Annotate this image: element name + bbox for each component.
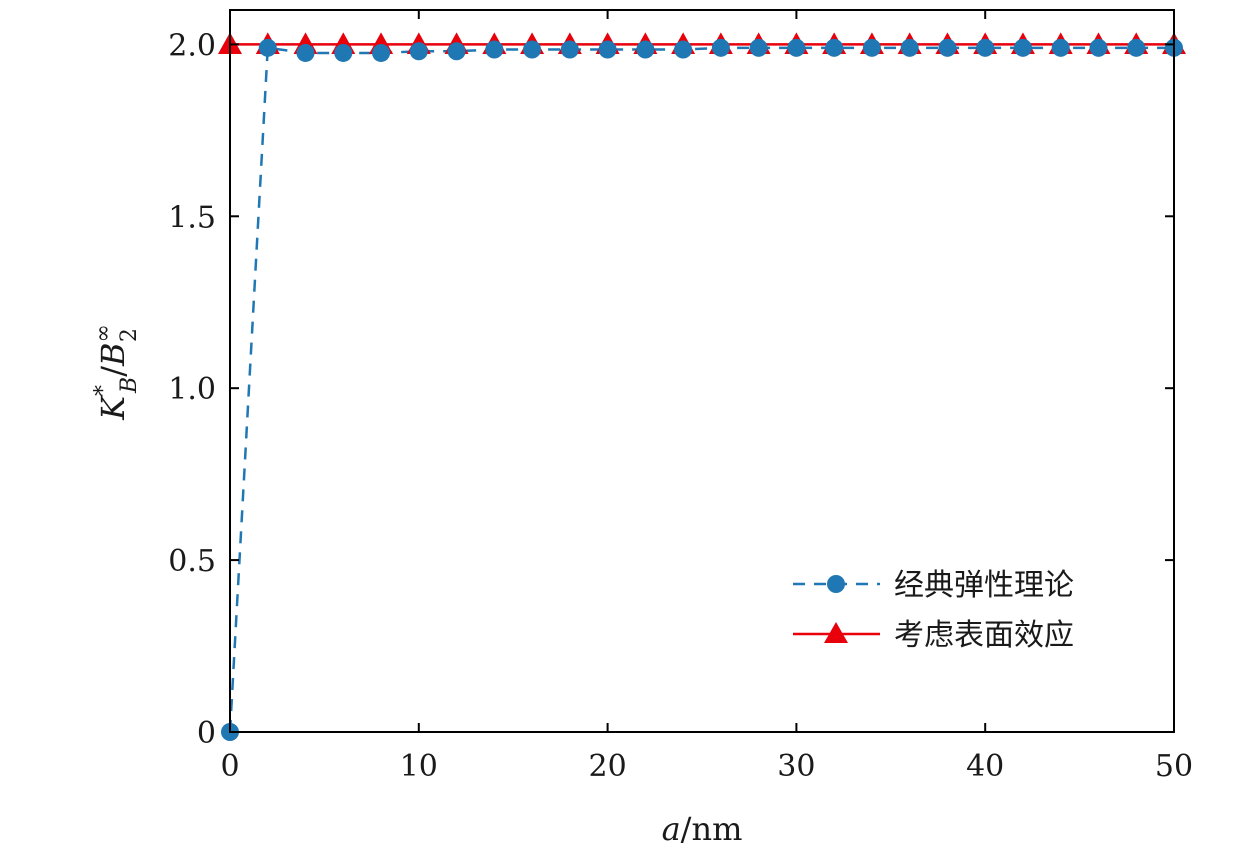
x-tick-label: 20 <box>589 749 627 784</box>
data-point <box>1127 38 1146 57</box>
data-point <box>1051 38 1070 57</box>
x-axis-label-unit: /nm <box>681 810 743 848</box>
x-tick-label: 0 <box>220 749 239 784</box>
y-tick-label: 1.0 <box>168 372 216 407</box>
legend-marker-surface <box>824 622 848 643</box>
data-point <box>862 38 881 57</box>
x-axis-label: a/nm <box>662 810 743 848</box>
legend: 经典弹性理论 考虑表面效应 <box>793 568 1074 653</box>
y-tick-label: 0 <box>197 716 216 751</box>
ticks-layer: 0 10 20 30 40 50 0 0.5 1.0 1.5 2.0 <box>168 10 1193 784</box>
data-point <box>334 43 353 62</box>
x-tick-label: 10 <box>400 749 438 784</box>
data-point <box>560 40 579 59</box>
data-point <box>447 42 466 61</box>
data-point <box>409 42 428 61</box>
data-point <box>598 40 617 59</box>
y-tick-label: 1.5 <box>168 200 216 235</box>
y-axis-label: K*B/B∞2 <box>91 324 142 421</box>
legend-marker-classic <box>827 575 845 593</box>
data-point <box>900 38 919 57</box>
x-tick-label: 50 <box>1155 749 1193 784</box>
data-point <box>674 40 693 59</box>
data-point <box>1013 38 1032 57</box>
data-point <box>1089 38 1108 57</box>
data-point <box>636 40 655 59</box>
data-point <box>296 43 315 62</box>
data-point <box>258 38 277 57</box>
data-point <box>976 38 995 57</box>
legend-label-classic: 经典弹性理论 <box>894 568 1074 603</box>
data-point <box>938 38 957 57</box>
data-point <box>711 38 730 57</box>
data-point <box>372 43 391 62</box>
data-point <box>787 38 806 57</box>
data-point <box>825 38 844 57</box>
x-axis-label-var: a <box>662 810 681 848</box>
x-tick-label: 40 <box>966 749 1004 784</box>
y-tick-label: 2.0 <box>168 28 216 63</box>
legend-label-surface: 考虑表面效应 <box>894 618 1074 653</box>
data-point <box>485 40 504 59</box>
y-tick-label: 0.5 <box>168 544 216 579</box>
data-point <box>749 38 768 57</box>
x-tick-label: 30 <box>777 749 815 784</box>
plot-frame <box>229 9 1175 733</box>
data-layer <box>218 32 1186 741</box>
data-point <box>523 40 542 59</box>
